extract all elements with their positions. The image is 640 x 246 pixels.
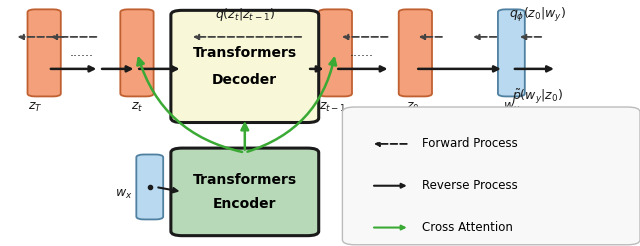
Text: $q_\phi(z_0|w_y)$: $q_\phi(z_0|w_y)$ [509, 6, 566, 24]
FancyArrowPatch shape [248, 58, 336, 152]
Text: $z_{t-1}$: $z_{t-1}$ [319, 100, 346, 114]
FancyBboxPatch shape [399, 9, 432, 96]
Text: Reverse Process: Reverse Process [422, 179, 518, 192]
Text: $z_0$: $z_0$ [406, 100, 420, 114]
FancyBboxPatch shape [136, 154, 163, 219]
FancyBboxPatch shape [171, 148, 319, 236]
FancyBboxPatch shape [342, 107, 640, 245]
FancyArrowPatch shape [241, 124, 248, 150]
FancyArrowPatch shape [138, 58, 242, 152]
Text: Encoder: Encoder [213, 197, 276, 211]
FancyBboxPatch shape [171, 10, 319, 123]
FancyBboxPatch shape [498, 9, 525, 96]
Text: ......: ...... [349, 46, 374, 59]
FancyBboxPatch shape [120, 9, 154, 96]
Text: Forward Process: Forward Process [422, 138, 518, 150]
Text: $w_x$: $w_x$ [115, 188, 132, 201]
FancyBboxPatch shape [28, 9, 61, 96]
Text: $q(z_t|z_{t-1})$: $q(z_t|z_{t-1})$ [215, 6, 275, 23]
Text: ......: ...... [69, 46, 93, 59]
Text: $w_y$: $w_y$ [503, 100, 521, 114]
Text: Decoder: Decoder [212, 73, 277, 87]
Text: $z_T$: $z_T$ [28, 100, 42, 114]
FancyBboxPatch shape [319, 9, 352, 96]
Text: Cross Attention: Cross Attention [422, 221, 513, 234]
Text: Transformers: Transformers [193, 46, 297, 60]
Text: Transformers: Transformers [193, 173, 297, 186]
Text: $\tilde{p}(w_y|z_0)$: $\tilde{p}(w_y|z_0)$ [512, 87, 563, 106]
Text: $z_t$: $z_t$ [131, 100, 143, 114]
